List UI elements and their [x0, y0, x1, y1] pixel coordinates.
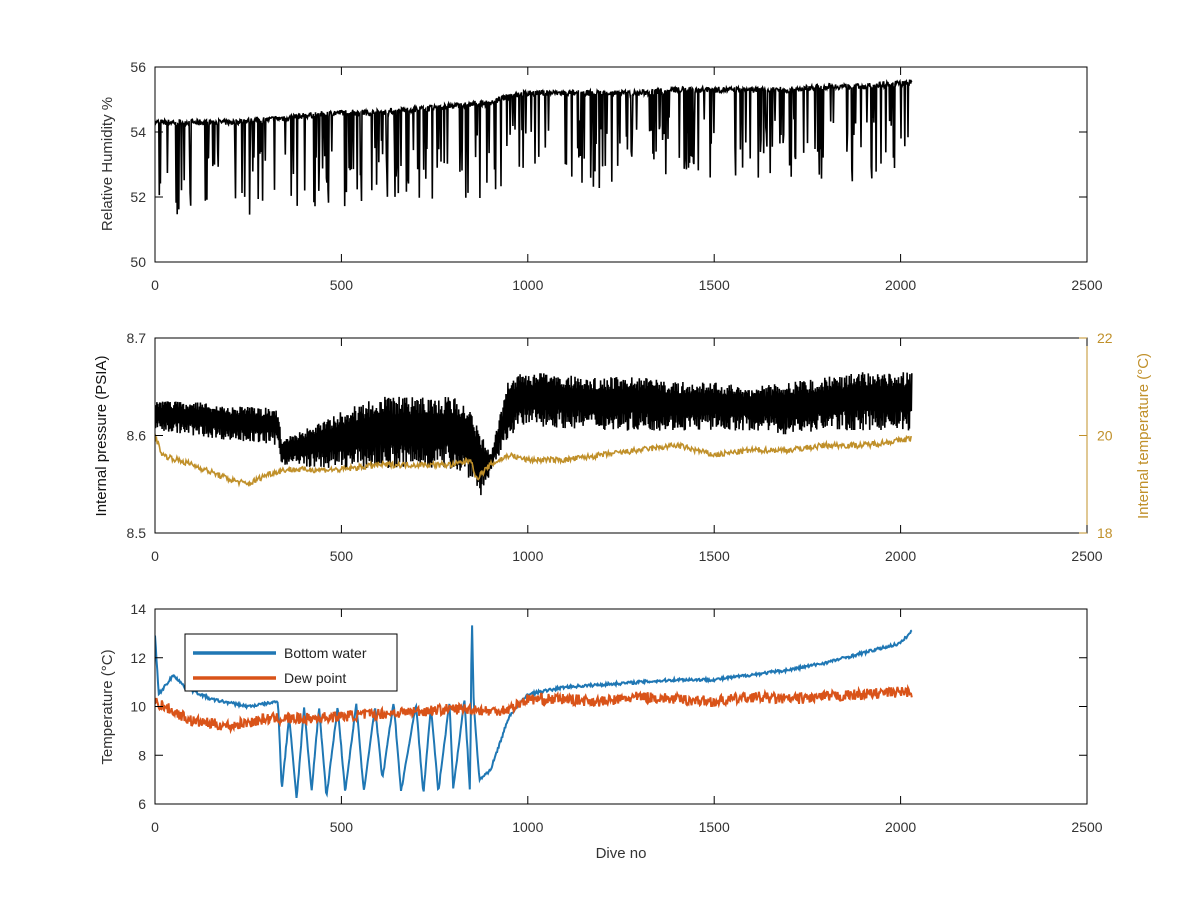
pressure-ylabel: Internal pressure (PSIA): [93, 356, 110, 517]
x-tick-label: 2000: [885, 819, 916, 835]
x-tick-label: 500: [330, 548, 354, 564]
temperature-panel: 0 500 1000 1500 2000 2500 6 8 10 12 14 Temperature…: [99, 601, 1103, 862]
temperature-ylabel: Temperature (°C): [99, 649, 116, 764]
pressure-panel: 0 500 1000 1500 2000 2500 8.5 8.6 8.7 18 20 22 Inte…: [93, 330, 1152, 564]
x-tick-label: 2500: [1071, 819, 1102, 835]
legend-dew-point-label: Dew point: [284, 670, 346, 686]
y-tick-label: 12: [130, 650, 146, 666]
pressure-tick-labels: 0 500 1000 1500 2000 2500 8.5 8.6 8.7 18 20 22: [127, 330, 1113, 564]
x-tick-label: 2500: [1071, 548, 1102, 564]
x-tick-label: 2500: [1071, 277, 1102, 293]
x-tick-label: 0: [151, 277, 159, 293]
humidity-axes-box: [154, 66, 1088, 263]
humidity-tick-labels: 0 500 1000 1500 2000 2500 50 52 54 56: [130, 59, 1102, 293]
dew-point-series-line: [155, 683, 913, 735]
internal-temperature-series-line: [155, 433, 912, 488]
y2-tick-label: 20: [1097, 428, 1113, 444]
y-tick-label: 56: [130, 59, 146, 75]
y2-tick-label: 18: [1097, 525, 1113, 541]
y-tick-label: 6: [138, 796, 146, 812]
x-tick-label: 2000: [885, 277, 916, 293]
x-tick-label: 1000: [512, 277, 543, 293]
y-tick-label: 10: [130, 699, 146, 715]
x-tick-label: 1000: [512, 548, 543, 564]
humidity-ylabel: Relative Humidity %: [99, 97, 116, 231]
y-tick-label: 14: [130, 601, 146, 617]
y-tick-label: 8.5: [127, 525, 147, 541]
legend-box: [184, 633, 398, 692]
y-tick-label: 8.6: [127, 428, 147, 444]
x-tick-label: 1500: [699, 277, 730, 293]
x-tick-label: 1500: [699, 819, 730, 835]
legend-bottom-water-label: Bottom water: [284, 645, 367, 661]
x-axis-label: Dive no: [596, 845, 647, 862]
humidity-plot-area: [155, 78, 913, 215]
x-tick-label: 0: [151, 548, 159, 564]
x-tick-label: 2000: [885, 548, 916, 564]
y-tick-label: 8: [138, 747, 146, 763]
y-tick-label: 50: [130, 254, 146, 270]
humidity-series-line: [155, 78, 913, 215]
x-tick-label: 1000: [512, 819, 543, 835]
y-tick-label: 52: [130, 189, 146, 205]
x-tick-label: 0: [151, 819, 159, 835]
legend: Bottom water Dew point: [184, 633, 398, 692]
y-tick-label: 54: [130, 124, 146, 140]
pressure-series-line: [155, 372, 913, 496]
y-tick-label: 8.7: [127, 330, 147, 346]
pressure-plot-area: [155, 372, 913, 496]
x-tick-label: 500: [330, 819, 354, 835]
y2-tick-label: 22: [1097, 330, 1113, 346]
x-tick-label: 1500: [699, 548, 730, 564]
temperature-plot-area: [155, 625, 913, 799]
x-tick-label: 500: [330, 277, 354, 293]
internal-temperature-ylabel: Internal temperature (°C): [1135, 353, 1152, 519]
temperature-tick-labels: 0 500 1000 1500 2000 2500 6 8 10 12 14: [130, 601, 1102, 835]
humidity-panel: 0 500 1000 1500 2000 2500 50 52 54 56 Relative Hu…: [99, 59, 1103, 293]
